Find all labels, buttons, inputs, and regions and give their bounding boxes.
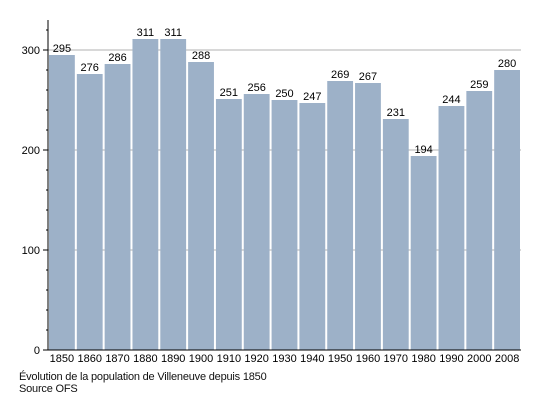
chart-caption: Évolution de la population de Villeneuve… xyxy=(19,371,267,383)
bar-1850 xyxy=(49,55,75,350)
bar-1860 xyxy=(76,74,103,350)
x-tick-labels: 1850 1860 1870 1880 1890 1900 1910 1920 1930 1940… xyxy=(50,353,520,365)
bar-1970 xyxy=(382,119,409,350)
y-tick-label-100: 100 xyxy=(22,245,40,257)
x-tick-label-1850: 1850 xyxy=(50,353,74,365)
data-label-2008: 280 xyxy=(498,58,516,70)
x-tick-label-1990: 1990 xyxy=(439,353,463,365)
x-tick-label-1920: 1920 xyxy=(244,353,268,365)
data-label-1930: 250 xyxy=(275,88,293,100)
bar-1930 xyxy=(271,100,298,350)
data-label-1960: 267 xyxy=(359,71,377,83)
bars xyxy=(49,39,520,350)
x-tick-label-1890: 1890 xyxy=(161,353,185,365)
data-label-1890: 311 xyxy=(164,27,182,39)
bar-1870 xyxy=(104,64,131,350)
data-label-1920: 256 xyxy=(247,82,265,94)
data-label-1860: 276 xyxy=(81,62,99,74)
bar-2000 xyxy=(466,91,493,350)
bar-1890 xyxy=(160,39,187,350)
y-tick-label-0: 0 xyxy=(34,345,40,357)
x-tick-label-1880: 1880 xyxy=(133,353,157,365)
x-tick-label-2000: 2000 xyxy=(467,353,491,365)
chart-source: Source OFS xyxy=(19,383,78,395)
x-tick-label-1980: 1980 xyxy=(411,353,435,365)
x-tick-label-1900: 1900 xyxy=(189,353,213,365)
x-tick-label-1910: 1910 xyxy=(217,353,241,365)
data-labels: 295 276 286 311 311 288 251 256 250 247 269 267 231 1… xyxy=(53,27,517,156)
bar-1910 xyxy=(215,99,242,350)
data-label-1850: 295 xyxy=(53,43,71,55)
axes xyxy=(43,20,521,351)
bar-1980 xyxy=(410,156,437,350)
x-tick-label-1870: 1870 xyxy=(105,353,129,365)
data-label-1970: 231 xyxy=(387,107,405,119)
bar-1990 xyxy=(438,106,465,350)
bar-1940 xyxy=(299,103,326,350)
bar-1960 xyxy=(355,83,381,350)
x-tick-label-1950: 1950 xyxy=(328,353,352,365)
x-tick-label-1940: 1940 xyxy=(300,353,324,365)
data-label-1880: 311 xyxy=(137,27,155,39)
data-label-1900: 288 xyxy=(192,50,210,62)
y-tick-label-300: 300 xyxy=(22,45,40,57)
bar-2008 xyxy=(494,70,520,350)
data-label-1950: 269 xyxy=(331,69,349,81)
y-tick-labels: 0 100 200 300 xyxy=(22,45,40,357)
data-label-1980: 194 xyxy=(414,144,432,156)
x-tick-label-1970: 1970 xyxy=(384,353,408,365)
y-tick-label-200: 200 xyxy=(22,145,40,157)
data-label-1990: 244 xyxy=(442,94,460,106)
data-label-1870: 286 xyxy=(108,52,126,64)
data-label-1940: 247 xyxy=(303,91,321,103)
bar-1900 xyxy=(188,62,214,350)
bar-1880 xyxy=(132,39,159,350)
bar-1920 xyxy=(243,94,270,350)
bar-1950 xyxy=(327,81,354,350)
data-label-1910: 251 xyxy=(220,87,238,99)
x-tick-label-1860: 1860 xyxy=(77,353,101,365)
x-tick-label-2008: 2008 xyxy=(495,353,519,365)
x-tick-label-1960: 1960 xyxy=(356,353,380,365)
data-label-2000: 259 xyxy=(470,79,488,91)
x-tick-label-1930: 1930 xyxy=(272,353,296,365)
